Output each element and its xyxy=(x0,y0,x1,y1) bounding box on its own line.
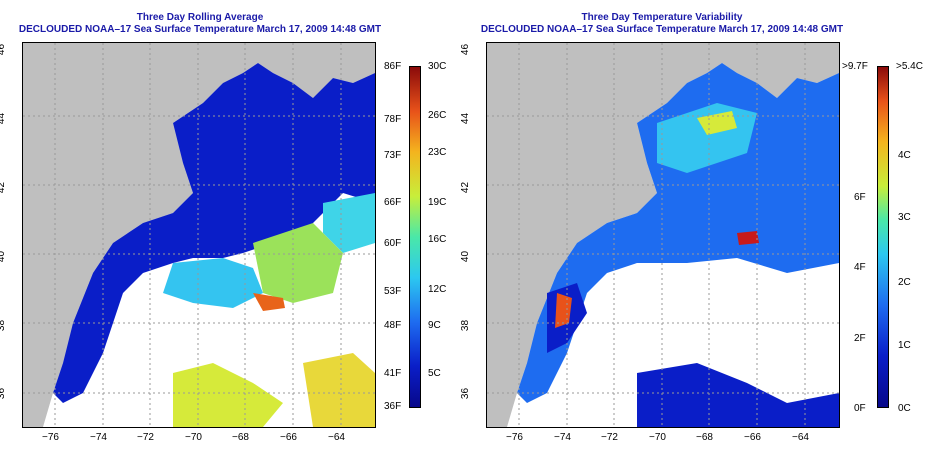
high-variability-spot xyxy=(697,111,737,135)
left-cbar-f: 41F xyxy=(384,368,402,379)
left-x-tick: −72 xyxy=(137,432,154,443)
right-cbar-f: 2F xyxy=(854,333,866,344)
right-cbar-c: >5.4C xyxy=(896,61,923,72)
southern-variability xyxy=(637,363,839,427)
left-cbar-c: 5C xyxy=(428,368,441,379)
right-x-tick: −76 xyxy=(506,432,523,443)
lat-lon-grid xyxy=(23,43,375,427)
left-cbar-f: 86F xyxy=(384,61,402,72)
right-y-tick-38: 38 xyxy=(460,319,472,332)
right-y-tick-44: 44 xyxy=(460,112,472,125)
right-cbar-f: >9.7F xyxy=(842,61,868,72)
right-x-tick: −68 xyxy=(696,432,713,443)
right-cbar-f: 6F xyxy=(854,192,866,203)
right-title-line1: Three Day Temperature Variability xyxy=(581,12,743,23)
warm-spot xyxy=(253,293,285,311)
green-region xyxy=(253,223,343,303)
left-cbar-c: 30C xyxy=(428,61,447,72)
peak-variability-offshore xyxy=(737,231,759,245)
left-cbar-c: 23C xyxy=(428,147,447,158)
variability-field xyxy=(517,63,839,403)
left-cbar-f: 36F xyxy=(384,401,402,412)
right-y-tick-36: 36 xyxy=(460,387,472,400)
left-x-tick: −64 xyxy=(328,432,345,443)
right-y-tick-42: 42 xyxy=(460,181,472,194)
land-shape xyxy=(487,43,839,427)
left-cbar-c: 12C xyxy=(428,284,447,295)
left-cbar-f: 73F xyxy=(384,150,402,161)
left-x-tick: −76 xyxy=(42,432,59,443)
left-x-tick: −68 xyxy=(232,432,249,443)
left-cbar-f: 66F xyxy=(384,197,402,208)
light-blue-region xyxy=(163,258,263,308)
right-x-tick: −66 xyxy=(744,432,761,443)
right-variability-map xyxy=(486,42,840,428)
left-title-line1: Three Day Rolling Average xyxy=(136,12,264,23)
left-y-tick-46: 46 xyxy=(0,43,8,56)
right-cbar-c: 0C xyxy=(898,403,911,414)
land-shape xyxy=(23,43,375,427)
warm-patch-south xyxy=(173,363,283,427)
right-cbar-f: 4F xyxy=(854,262,866,273)
left-cbar-c: 26C xyxy=(428,110,447,121)
right-x-tick: −72 xyxy=(601,432,618,443)
lat-lon-grid xyxy=(487,43,839,427)
cyan-region xyxy=(323,193,375,253)
left-cbar-f: 48F xyxy=(384,320,402,331)
left-x-tick: −66 xyxy=(280,432,297,443)
left-y-tick-42: 42 xyxy=(0,181,8,194)
left-cbar-c: 16C xyxy=(428,234,447,245)
right-y-tick-40: 40 xyxy=(460,250,472,263)
left-cbar-c: 19C xyxy=(428,197,447,208)
left-x-tick: −70 xyxy=(185,432,202,443)
right-cbar-c: 3C xyxy=(898,212,911,223)
right-cbar-c: 2C xyxy=(898,277,911,288)
right-cbar-c: 1C xyxy=(898,340,911,351)
right-colorbar xyxy=(877,66,889,408)
left-y-tick-38: 38 xyxy=(0,319,8,332)
right-cbar-c: 4C xyxy=(898,150,911,161)
left-y-tick-36: 36 xyxy=(0,387,8,400)
left-cbar-f: 53F xyxy=(384,286,402,297)
left-y-tick-44: 44 xyxy=(0,112,8,125)
left-cbar-f: 60F xyxy=(384,238,402,249)
cold-water-region xyxy=(53,63,375,403)
peak-variability-coast xyxy=(555,293,572,328)
right-x-tick: −70 xyxy=(649,432,666,443)
left-title-line2: DECLOUDED NOAA–17 Sea Surface Temperatur… xyxy=(18,24,382,35)
left-cbar-c: 9C xyxy=(428,320,441,331)
right-x-tick: −74 xyxy=(554,432,571,443)
left-y-tick-40: 40 xyxy=(0,250,8,263)
left-sst-map xyxy=(22,42,376,428)
right-x-tick: −64 xyxy=(792,432,809,443)
left-colorbar xyxy=(409,66,421,408)
warm-patch-southeast xyxy=(303,353,375,427)
right-y-tick-46: 46 xyxy=(460,43,472,56)
right-title-line2: DECLOUDED NOAA–17 Sea Surface Temperatur… xyxy=(480,24,844,35)
left-cbar-f: 78F xyxy=(384,114,402,125)
left-x-tick: −74 xyxy=(90,432,107,443)
right-cbar-f: 0F xyxy=(854,403,866,414)
